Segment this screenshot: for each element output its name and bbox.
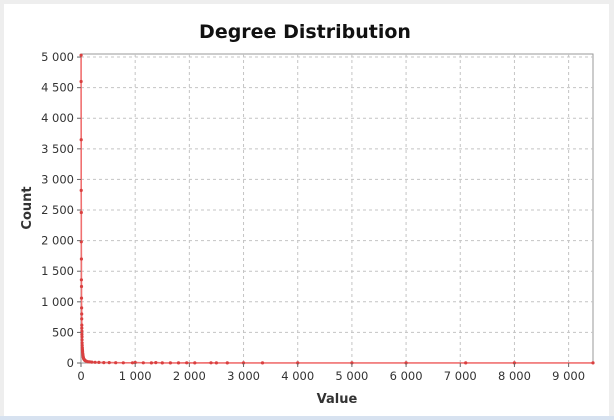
- data-point: [79, 296, 84, 300]
- x-tick-label: 1 000: [119, 369, 152, 383]
- data-point: [80, 326, 84, 330]
- data-point: [591, 361, 595, 365]
- x-tick-label: 0: [77, 369, 84, 383]
- data-point: [79, 284, 84, 289]
- data-point: [214, 361, 218, 365]
- data-point: [225, 361, 229, 365]
- data-point: [80, 306, 84, 310]
- data-point: [80, 338, 84, 342]
- data-point: [80, 323, 84, 327]
- x-axis-ticks: 0 1 000 2 000 3 000 4 000 5 000 6 000 7 000 8 00…: [77, 363, 585, 383]
- y-tick-label: 4 000: [41, 111, 74, 125]
- data-point: [80, 332, 84, 336]
- plot-area: [80, 53, 594, 364]
- data-point: [80, 329, 84, 333]
- data-point: [107, 361, 111, 365]
- data-point: [209, 361, 213, 365]
- chart-panel: Degree Distribution 0 1 000 2 000 3 000 4 00…: [4, 4, 609, 416]
- data-point: [241, 361, 246, 365]
- y-tick-label: 5 000: [41, 50, 74, 64]
- y-tick-label: 0: [67, 356, 74, 370]
- y-tick-label: 1 000: [41, 295, 74, 309]
- y-tick-label: 3 000: [41, 172, 74, 186]
- y-tick-label: 2 000: [41, 234, 74, 248]
- x-tick-label: 6 000: [390, 369, 423, 383]
- data-point: [185, 361, 189, 365]
- y-tick-label: 1 500: [41, 264, 74, 278]
- y-tick-label: 4 500: [41, 81, 74, 95]
- y-tick-label: 3 500: [41, 142, 74, 156]
- y-tick-label: 2 500: [41, 203, 74, 217]
- data-point: [79, 53, 83, 57]
- data-point: [149, 361, 153, 365]
- data-point: [260, 361, 265, 365]
- data-point: [512, 361, 516, 365]
- data-point: [176, 361, 181, 365]
- data-point: [154, 361, 158, 365]
- chart-title: Degree Distribution: [199, 21, 411, 43]
- data-point: [404, 361, 408, 365]
- data-point: [97, 360, 101, 364]
- x-tick-label: 4 000: [281, 369, 314, 383]
- data-point: [80, 335, 84, 339]
- x-tick-label: 9 000: [552, 369, 585, 383]
- series-degree: [79, 53, 595, 365]
- x-axis-label: Value: [317, 392, 358, 407]
- x-tick-label: 7 000: [444, 369, 477, 383]
- data-point: [80, 343, 84, 347]
- x-tick-label: 2 000: [173, 369, 206, 383]
- data-point: [114, 361, 118, 365]
- data-point: [133, 360, 137, 365]
- data-point: [79, 257, 83, 261]
- data-point: [80, 312, 84, 316]
- data-point: [168, 361, 172, 365]
- x-tick-label: 5 000: [335, 369, 368, 383]
- data-point: [121, 361, 125, 365]
- data-point: [80, 341, 84, 345]
- data-point: [141, 361, 145, 365]
- x-tick-label: 3 000: [227, 369, 260, 383]
- data-point: [80, 317, 84, 321]
- grid-lines: [81, 54, 593, 363]
- y-axis-label: Count: [20, 186, 35, 229]
- data-point: [79, 278, 83, 282]
- data-point: [79, 138, 83, 142]
- data-point: [130, 361, 135, 365]
- y-tick-label: 500: [52, 325, 74, 339]
- degree-distribution-chart: Degree Distribution 0 1 000 2 000 3 000 4 00…: [20, 21, 595, 407]
- data-point: [102, 361, 106, 365]
- data-point: [93, 360, 97, 364]
- data-point: [79, 210, 83, 215]
- data-point: [90, 360, 94, 364]
- data-point: [79, 188, 83, 192]
- data-point: [464, 361, 468, 365]
- x-tick-label: 8 000: [498, 369, 531, 383]
- data-point: [193, 361, 197, 365]
- window-bottom-edge: [0, 416, 614, 420]
- data-point: [296, 361, 300, 365]
- data-point: [350, 361, 354, 365]
- y-axis-ticks: 0 500 1 000 1 500 2 000 2 500 3 000 3 500 4 000 4…: [41, 50, 81, 370]
- data-point: [160, 361, 164, 365]
- data-point: [79, 79, 83, 84]
